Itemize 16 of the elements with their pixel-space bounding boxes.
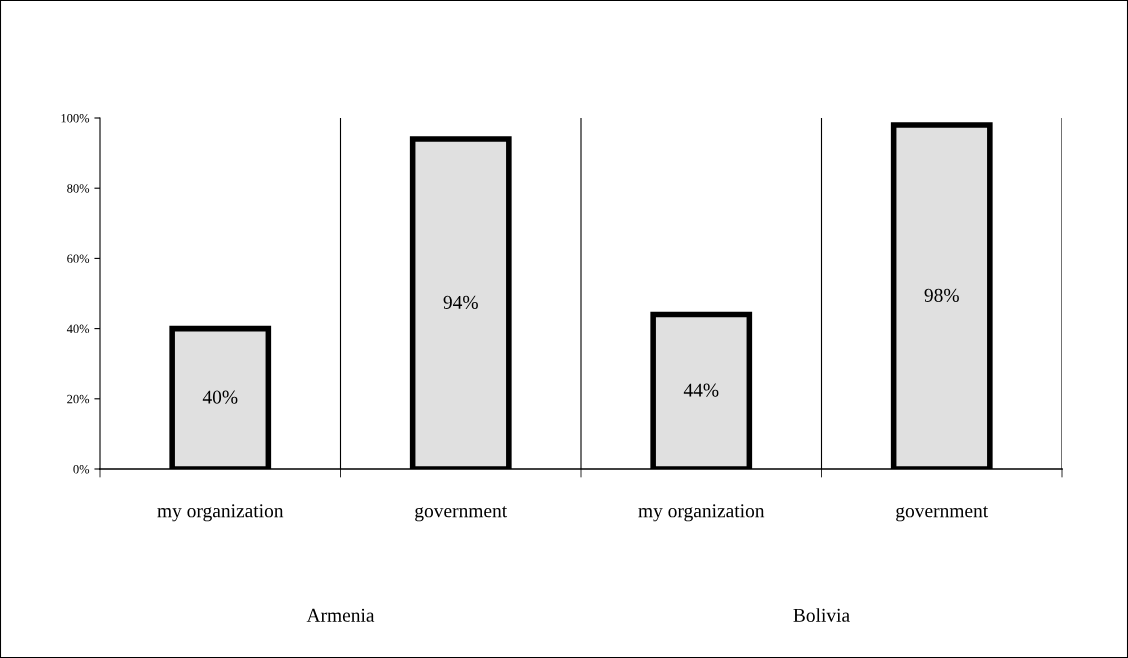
y-tick-label: 20%: [67, 394, 90, 404]
x-tick-label: government: [896, 506, 989, 522]
data-label: 98%: [924, 288, 959, 302]
y-tick-label: 80%: [67, 184, 90, 193]
x-tick-label: my organization: [157, 504, 284, 522]
y-tick-label: 60%: [67, 254, 90, 263]
data-label: 44%: [683, 383, 719, 397]
data-label: 94%: [443, 295, 478, 309]
text: Bolivia: [793, 608, 850, 622]
y-tick-label: 100%: [61, 114, 90, 123]
data-label: 40%: [202, 390, 238, 404]
text: Armenia: [306, 608, 375, 622]
y-tick-label: 40%: [66, 324, 90, 334]
y-tick-label: 0%: [73, 465, 90, 474]
x-tick-label: my organization: [638, 504, 765, 522]
x-tick-label: government: [415, 506, 508, 522]
